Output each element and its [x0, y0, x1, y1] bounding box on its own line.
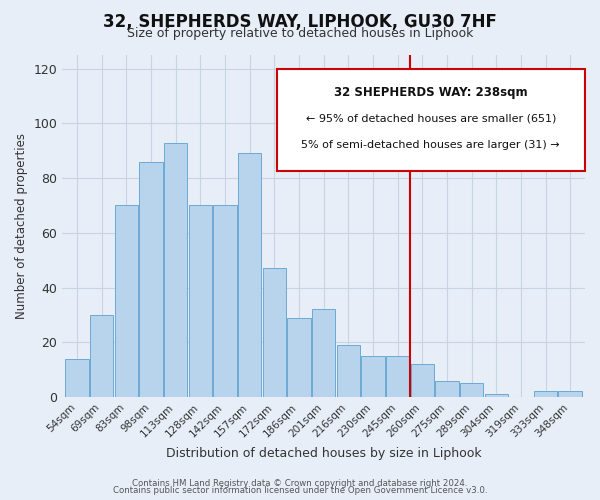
Bar [90, 315, 113, 397]
Bar [115, 206, 138, 397]
FancyBboxPatch shape [277, 68, 585, 172]
Bar [164, 142, 187, 397]
Y-axis label: Number of detached properties: Number of detached properties [15, 133, 28, 319]
Bar [312, 310, 335, 397]
Text: 32 SHEPHERDS WAY: 238sqm: 32 SHEPHERDS WAY: 238sqm [334, 86, 527, 99]
Bar [287, 318, 311, 397]
Bar [214, 206, 237, 397]
Bar [238, 154, 262, 397]
Bar [337, 345, 360, 397]
Text: 5% of semi-detached houses are larger (31) →: 5% of semi-detached houses are larger (3… [301, 140, 560, 150]
Bar [534, 392, 557, 397]
Bar [559, 392, 582, 397]
Text: 32, SHEPHERDS WAY, LIPHOOK, GU30 7HF: 32, SHEPHERDS WAY, LIPHOOK, GU30 7HF [103, 12, 497, 30]
Bar [460, 384, 483, 397]
Bar [410, 364, 434, 397]
Bar [485, 394, 508, 397]
Text: Size of property relative to detached houses in Liphook: Size of property relative to detached ho… [127, 28, 473, 40]
X-axis label: Distribution of detached houses by size in Liphook: Distribution of detached houses by size … [166, 447, 481, 460]
Text: Contains HM Land Registry data © Crown copyright and database right 2024.: Contains HM Land Registry data © Crown c… [132, 478, 468, 488]
Bar [263, 268, 286, 397]
Bar [139, 162, 163, 397]
Bar [361, 356, 385, 397]
Bar [188, 206, 212, 397]
Text: Contains public sector information licensed under the Open Government Licence v3: Contains public sector information licen… [113, 486, 487, 495]
Bar [386, 356, 409, 397]
Bar [435, 380, 458, 397]
Bar [65, 358, 89, 397]
Text: ← 95% of detached houses are smaller (651): ← 95% of detached houses are smaller (65… [305, 113, 556, 123]
